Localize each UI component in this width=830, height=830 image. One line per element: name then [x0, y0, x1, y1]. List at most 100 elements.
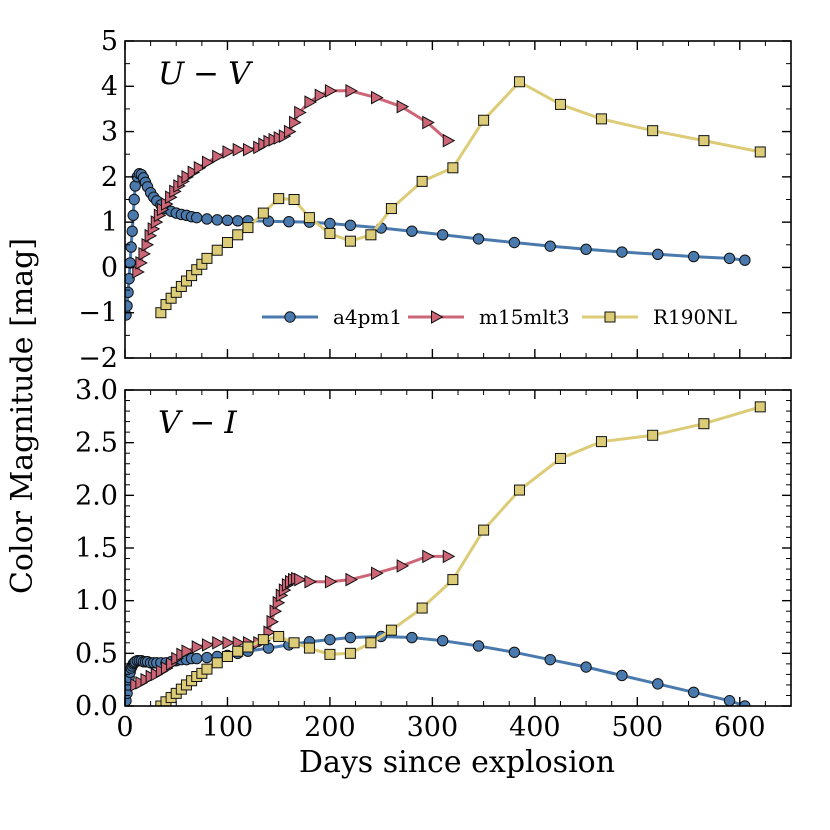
top-panel-y-tick-label-4: 2: [101, 162, 118, 193]
bottom-panel-a4pm1-point-41: [508, 646, 521, 658]
top-panel-a4pm1-point-33: [283, 215, 295, 228]
top-panel-a4pm1-point-40: [472, 233, 485, 245]
bottom-panel-a4pm1-point-44: [616, 669, 628, 682]
bottom-panel-R190NL-point-18: [324, 648, 336, 660]
top-panel-R190NL-point-24: [478, 114, 490, 126]
top-panel-R190NL-point-17: [303, 212, 315, 224]
bottom-panel-a4pm1-point-26: [191, 652, 203, 665]
top-panel-m15mlt3-point-19: [222, 145, 236, 159]
top-panel-y-tick-label-3: 1: [101, 207, 118, 238]
top-panel-m15mlt3-point-30: [294, 105, 307, 120]
top-panel-m15mlt3-point-20: [232, 142, 246, 157]
top-panel-a4pm1-point-28: [211, 214, 223, 226]
bottom-panel-R190NL-point-24: [478, 524, 490, 536]
bottom-panel-y-tick-label-2: 1.0: [75, 586, 118, 617]
top-panel-a4pm1-point-3: [125, 273, 135, 285]
top-panel-R190NL-point-9: [201, 252, 213, 264]
top-panel-R190NL-line: [159, 80, 761, 314]
legend-marker-a4pm1-point-0: [284, 311, 296, 323]
top-panel-m15mlt3-point-32: [314, 88, 328, 103]
top-panel-R190NL-point-25: [513, 76, 525, 88]
bottom-panel-group: 0.0 0.5 1.0 1.5 2.0 2.5 3.0 V − I: [75, 375, 792, 722]
top-panel-m15mlt3-point-29: [289, 115, 302, 130]
top-panel-a4pm1-point-35: [324, 217, 336, 230]
top-panel-a4pm1-point-27: [201, 213, 213, 225]
top-panel-a4pm1-point-5: [125, 241, 137, 253]
top-panel-R190NL-point-10: [211, 244, 223, 256]
bottom-panel-R190NL-point-28: [647, 429, 659, 441]
top-panel-a4pm1-point-47: [723, 252, 736, 265]
top-panel-R190NL-point-16: [288, 194, 300, 205]
top-panel-R190NL-point-21: [385, 203, 397, 215]
bottom-panel-R190NL-line: [159, 405, 761, 706]
bottom-panel-a4pm1-point-43: [580, 661, 592, 673]
bottom-panel-R190NL-point-23: [447, 574, 459, 586]
top-panel-m15mlt3-point-34: [345, 83, 358, 98]
bottom-panel-y-tick-label-4: 2.0: [75, 480, 118, 511]
top-panel-m15mlt3-point-14: [181, 170, 195, 184]
top-panel-R190NL-point-11: [221, 237, 233, 249]
bottom-panel-m15mlt3-point-10: [181, 644, 195, 659]
bottom-panel-m15mlt3-point-34: [396, 559, 410, 573]
top-panel-a4pm1-point-42: [544, 240, 556, 252]
bottom-panel-m15mlt3-point-36: [442, 549, 456, 564]
top-panel-y-tick-label-0: −2: [78, 343, 118, 374]
x-tick-label-0: 0: [116, 712, 133, 743]
bottom-panel-y-tick-label-6: 3.0: [75, 375, 118, 406]
top-panel-a4pm1-point-46: [687, 250, 700, 263]
bottom-panel-R190NL-point-11: [221, 650, 233, 662]
bottom-panel-a4pm1-line: [125, 635, 746, 706]
top-panel-m15mlt3-point-31: [304, 95, 317, 109]
top-panel-a4pm1-point-7: [127, 209, 139, 222]
bottom-panel-m15mlt3-point-32: [345, 572, 358, 587]
top-panel-data: [125, 76, 766, 321]
bottom-panel-R190NL-point-14: [257, 634, 269, 646]
bottom-panel-a4pm1-point-27: [201, 651, 213, 664]
top-panel-R190NL-point-20: [365, 229, 377, 241]
bottom-panel-y-tick-label-0: 0.0: [75, 691, 118, 722]
top-panel-title-minus: −: [193, 56, 219, 92]
top-panel-R190NL-point-28: [647, 125, 659, 137]
legend-marker-m15mlt3-point-0: [431, 310, 444, 324]
bottom-panel-a4pm1-point-46: [687, 686, 700, 699]
bottom-panel-R190NL-point-29: [698, 418, 710, 430]
top-panel-R190NL-point-14: [257, 207, 269, 219]
bottom-panel-y-tick-label-3: 1.5: [75, 533, 118, 564]
bottom-panel-a4pm1-point-36: [344, 631, 357, 644]
bottom-panel-R190NL-point-22: [416, 602, 428, 614]
top-panel-R190NL-point-18: [324, 227, 336, 239]
top-panel-a4pm1-point-29: [221, 214, 234, 227]
top-panel-a4pm1-point-45: [652, 248, 664, 260]
bottom-panel-R190NL-point-25: [513, 484, 525, 496]
top-panel-R190NL-point-27: [595, 113, 607, 125]
top-panel-group: −2 −1 0 1 2 3 4 5 U − V: [78, 26, 792, 374]
x-tick-label-6: 600: [714, 712, 766, 743]
legend-label-R190NL: R190NL: [653, 305, 737, 329]
top-panel-R190NL-point-19: [344, 235, 356, 247]
bottom-panel-title-main: V: [158, 405, 184, 441]
top-panel-y-tick-label-6: 4: [101, 71, 118, 102]
top-panel-R190NL-point-23: [447, 162, 459, 174]
top-panel-a4pm1-point-8: [128, 193, 140, 206]
bottom-panel-m15mlt3-point-35: [422, 549, 435, 564]
top-panel-y-tick-label-2: 0: [101, 252, 118, 283]
top-panel-R190NL-point-26: [554, 98, 566, 110]
top-panel-m15mlt3-point-15: [187, 165, 201, 180]
top-panel-R190NL-point-15: [273, 193, 285, 205]
top-panel-m15mlt3-point-18: [212, 149, 225, 164]
bottom-panel-m15mlt3-point-14: [222, 635, 236, 650]
bottom-panel-R190NL-point-27: [595, 436, 607, 448]
bottom-panel-title-minus: −: [189, 405, 215, 441]
legend-label-m15mlt3: m15mlt3: [479, 305, 570, 329]
top-panel-a4pm1-point-1: [125, 300, 133, 312]
bottom-panel-R190NL-point-16: [288, 637, 300, 649]
bottom-panel-m15mlt3-point-31: [324, 574, 338, 589]
top-panel-R190NL-point-13: [242, 222, 254, 234]
top-panel-title: U − V: [158, 56, 254, 92]
bottom-panel-R190NL-point-15: [273, 630, 285, 642]
bottom-panel-a4pm1-point-42: [544, 653, 556, 666]
top-panel-m15mlt3-point-33: [324, 83, 338, 98]
x-tick-label-5: 500: [612, 712, 664, 743]
top-panel-R190NL-point-12: [232, 229, 244, 241]
